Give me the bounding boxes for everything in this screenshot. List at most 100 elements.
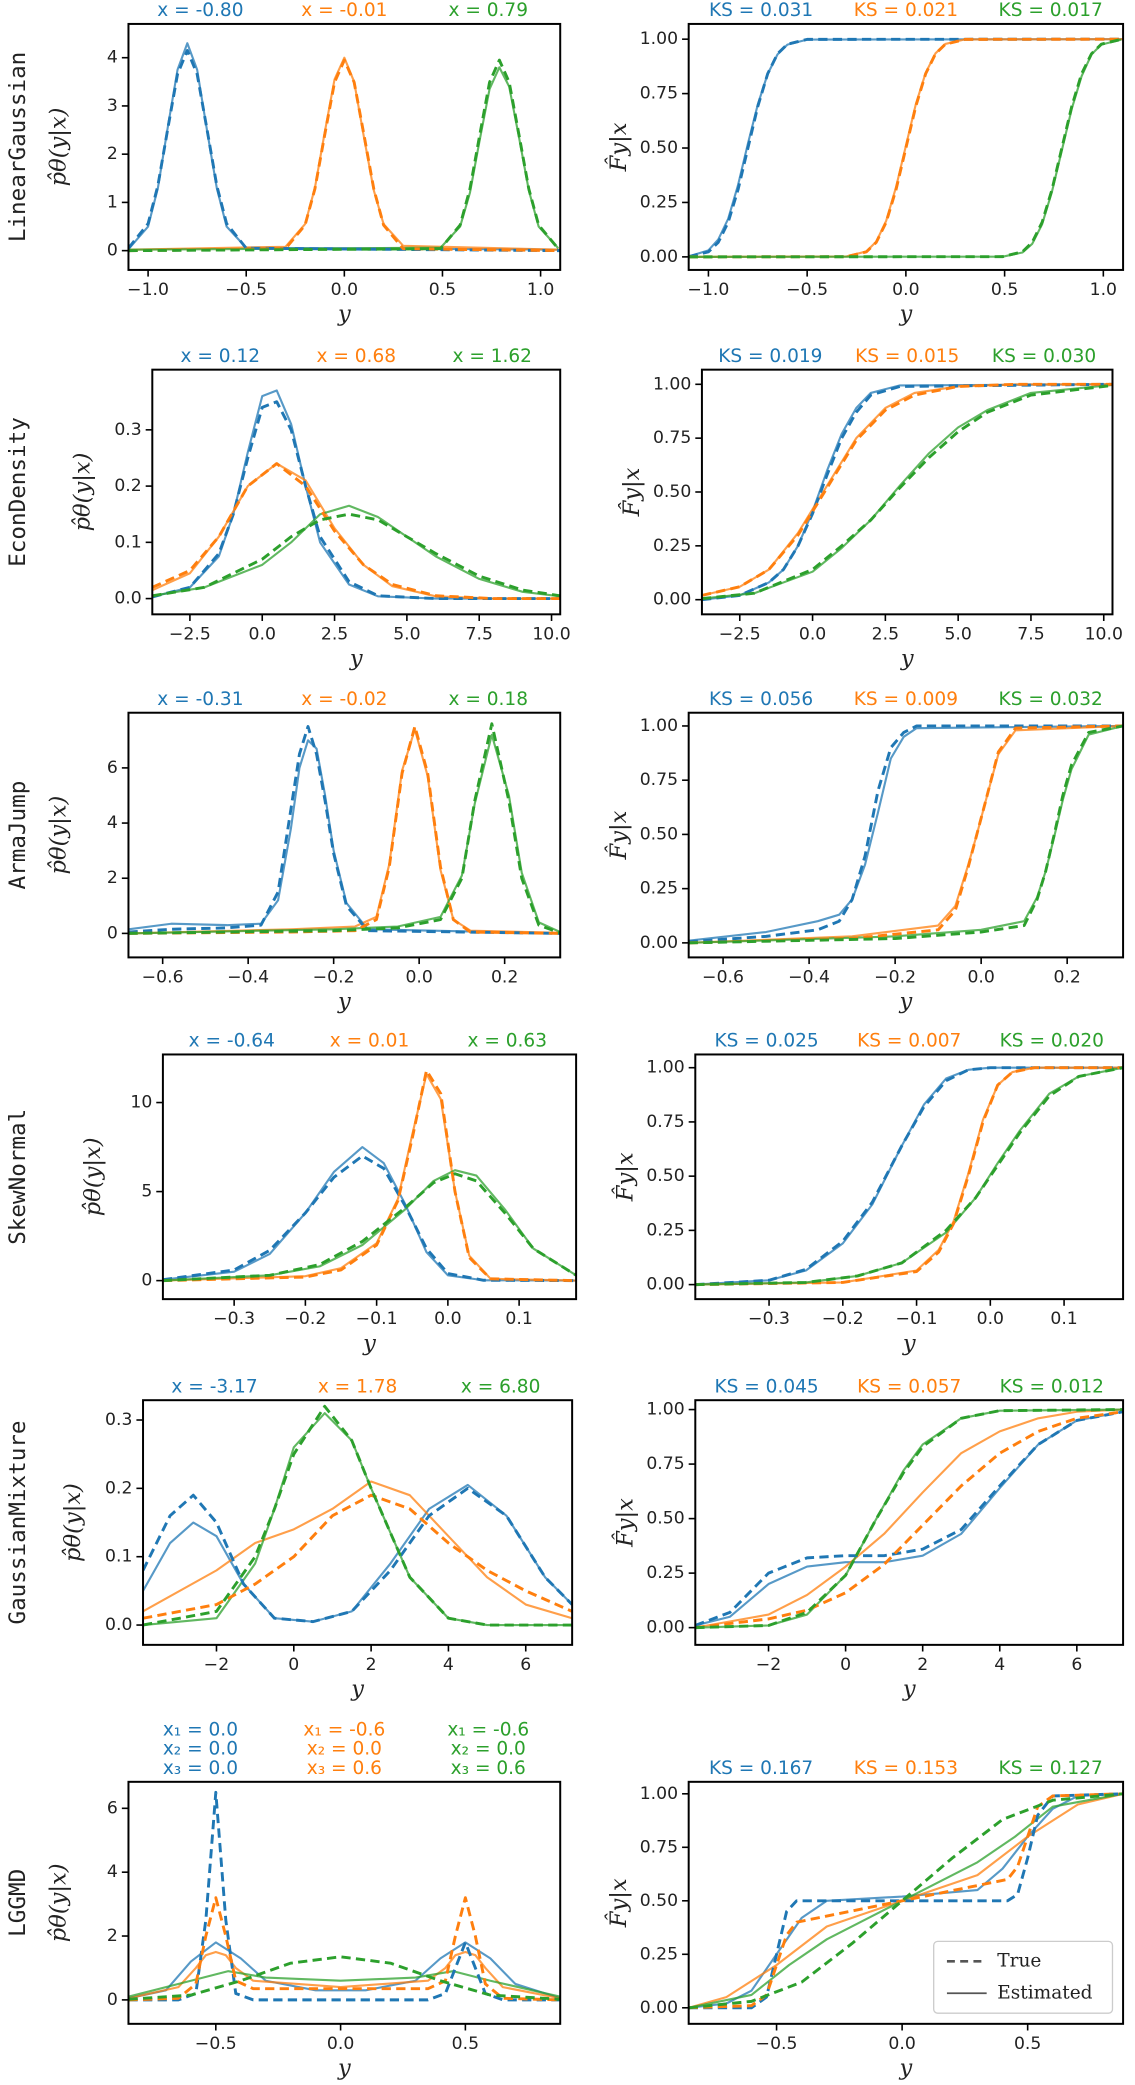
y-tick-label: 0.00 xyxy=(640,247,678,267)
y-tick-label: 1.00 xyxy=(640,716,678,736)
annotation: KS = 0.020 xyxy=(1000,1031,1104,1052)
x-tick-label: −0.1 xyxy=(356,1309,398,1329)
annotation: x₃ = 0.6 xyxy=(307,1758,382,1779)
x-tick-label: −0.6 xyxy=(702,967,744,987)
estimated-curve xyxy=(695,1408,1124,1629)
true-curve xyxy=(128,1896,561,2002)
annotation: x = -0.01 xyxy=(301,0,387,21)
true-curve xyxy=(152,462,561,601)
y-tick-label: 0.2 xyxy=(114,476,141,496)
x-tick-label: −0.5 xyxy=(225,280,267,300)
estimated-curve xyxy=(152,504,561,598)
annotation: x = -0.02 xyxy=(301,689,387,710)
annotation: x₂ = 0.0 xyxy=(307,1739,382,1760)
annotation: KS = 0.045 xyxy=(714,1376,818,1397)
estimated-curve xyxy=(128,66,560,251)
true-curve xyxy=(701,382,1113,597)
plot-area xyxy=(688,37,1124,259)
annotation: KS = 0.007 xyxy=(857,1031,961,1052)
x-tick-label: −0.2 xyxy=(313,967,355,987)
y-tick-label: 0.00 xyxy=(640,1998,678,2018)
y-axis-label: p̂θ(y|x) xyxy=(46,796,72,875)
annotation: x = -3.17 xyxy=(171,1376,257,1397)
y-tick-label: 0.50 xyxy=(653,482,691,502)
y-axis-label: F̂y|x xyxy=(606,1878,632,1928)
x-tick-label: 0.5 xyxy=(452,2034,479,2054)
true-curve xyxy=(695,1410,1124,1630)
annotation: x = -0.80 xyxy=(157,0,243,21)
x-tick-label: 0.0 xyxy=(892,280,919,300)
plot-area xyxy=(143,1404,573,1627)
estimated-curve xyxy=(143,1483,573,1623)
estimated-curve xyxy=(688,724,1124,944)
annotation: KS = 0.057 xyxy=(857,1376,961,1397)
estimated-curve xyxy=(128,733,561,935)
y-tick-label: 0.00 xyxy=(640,933,678,953)
estimated-curve xyxy=(688,724,1124,942)
true-curve xyxy=(695,1410,1124,1627)
true-curve xyxy=(143,1493,573,1620)
annotation: x₁ = -0.6 xyxy=(303,1719,385,1740)
x-tick-label: −0.3 xyxy=(213,1309,255,1329)
y-tick-label: 1.00 xyxy=(640,29,678,49)
frame xyxy=(151,368,562,616)
x-tick-label: −0.5 xyxy=(786,280,828,300)
annotation: KS = 0.056 xyxy=(709,689,813,710)
x-tick-label: 1.0 xyxy=(527,280,554,300)
x-axis-label: y xyxy=(902,1676,916,1702)
x-tick-label: 0 xyxy=(288,1655,299,1675)
x-tick-label: 1.0 xyxy=(1090,280,1117,300)
annotation: x = -0.64 xyxy=(189,1031,275,1052)
x-axis-label: y xyxy=(899,2055,913,2081)
y-tick-label: 0.75 xyxy=(640,84,678,104)
estimated-curve xyxy=(152,462,561,600)
estimated-curve xyxy=(128,1950,561,2000)
annotation: KS = 0.025 xyxy=(714,1031,818,1052)
x-axis-label: y xyxy=(899,301,913,327)
y-tick-label: 0.25 xyxy=(646,1220,684,1240)
true-curve xyxy=(695,1066,1124,1287)
y-tick-label: 0.0 xyxy=(114,589,141,609)
frame xyxy=(127,711,562,959)
true-curve xyxy=(128,49,561,253)
annotation: KS = 0.017 xyxy=(999,0,1103,21)
y-tick-label: 6 xyxy=(107,758,118,778)
y-tick-label: 0 xyxy=(107,1990,118,2010)
x-tick-label: 0.0 xyxy=(434,1309,461,1329)
annotation: x₃ = 0.6 xyxy=(451,1758,526,1779)
y-tick-label: 4 xyxy=(107,48,118,68)
x-axis-label: y xyxy=(337,989,351,1015)
y-tick-label: 0.00 xyxy=(646,1618,684,1638)
true-curve xyxy=(688,37,1124,259)
y-tick-label: 0.00 xyxy=(653,590,691,610)
y-tick-label: 4 xyxy=(107,813,118,833)
estimated-curve xyxy=(128,56,561,251)
x-axis-label: y xyxy=(902,1330,916,1356)
y-tick-label: 3 xyxy=(107,96,118,116)
frame xyxy=(127,1780,562,2025)
y-tick-label: 0.50 xyxy=(646,1509,684,1529)
x-axis-label: y xyxy=(337,301,351,327)
y-tick-label: 0.3 xyxy=(114,420,141,440)
x-axis-label: y xyxy=(350,1676,364,1702)
x-tick-label: −0.4 xyxy=(788,967,830,987)
true-curve xyxy=(162,1069,577,1283)
x-tick-label: −0.5 xyxy=(195,2034,237,2054)
frame xyxy=(142,1399,574,1646)
frame xyxy=(694,1399,1125,1646)
frame xyxy=(687,711,1125,959)
true-curve xyxy=(128,58,560,253)
y-tick-label: 2 xyxy=(107,868,118,888)
annotation: KS = 0.015 xyxy=(855,346,959,367)
x-tick-label: 6 xyxy=(1071,1655,1082,1675)
x-tick-label: −0.2 xyxy=(822,1309,864,1329)
x-tick-label: −0.2 xyxy=(284,1309,326,1329)
y-tick-label: 0 xyxy=(141,1271,152,1291)
annotation: KS = 0.021 xyxy=(854,0,958,21)
true-curve xyxy=(143,1404,573,1627)
annotation: x = 0.63 xyxy=(467,1031,547,1052)
y-tick-label: 0.75 xyxy=(646,1112,684,1132)
y-tick-label: 0.25 xyxy=(640,1944,678,1964)
y-axis-label: p̂θ(y|x) xyxy=(46,108,72,187)
